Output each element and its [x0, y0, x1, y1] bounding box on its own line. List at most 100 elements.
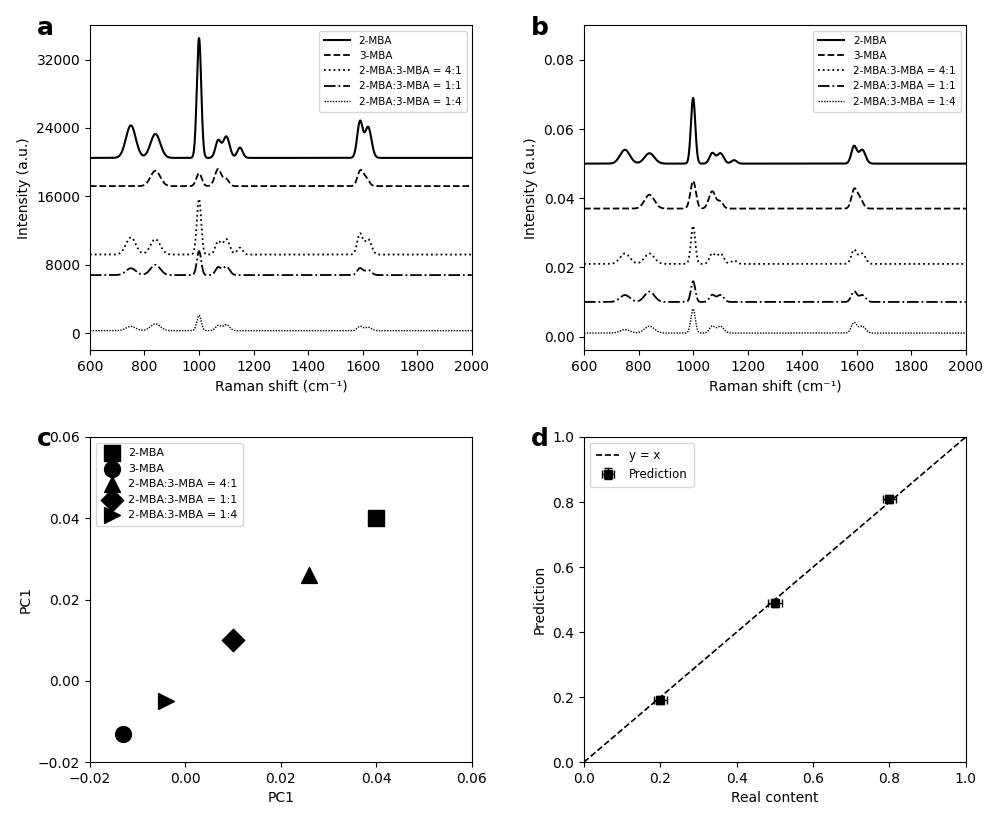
2-MBA:3-MBA = 1:1: [960, 297, 972, 307]
Text: b: b: [531, 16, 548, 39]
3-MBA: [212, 164, 224, 174]
2-MBA:3-MBA = 1:4: [230, 326, 242, 335]
2-MBA:3-MBA = 1:4: [417, 326, 429, 335]
y = x: [578, 757, 590, 767]
2-MBA:3-MBA = 4:1: [417, 250, 429, 260]
Legend: y = x, Prediction: y = x, Prediction: [590, 443, 694, 487]
3-MBA: [741, 204, 753, 214]
2-MBA:3-MBA = 1:1: [911, 297, 923, 307]
2-MBA:3-MBA = 4:1: [644, 249, 656, 259]
2-MBA:3-MBA = 4:1: [301, 569, 317, 582]
2-MBA:3-MBA = 1:1: [742, 297, 754, 307]
2-MBA:3-MBA = 4:1: [911, 259, 923, 269]
2-MBA:3-MBA = 1:1: [466, 270, 478, 280]
3-MBA: [911, 204, 923, 214]
2-MBA:3-MBA = 1:4: [743, 328, 755, 338]
2-MBA: [417, 153, 429, 163]
X-axis label: PC1: PC1: [267, 792, 294, 806]
Y-axis label: Prediction: Prediction: [533, 565, 547, 634]
y = x: [941, 449, 953, 459]
2-MBA:3-MBA = 1:4: [741, 328, 753, 338]
2-MBA:3-MBA = 1:1: [687, 276, 699, 286]
2-MBA:3-MBA = 4:1: [751, 259, 763, 269]
Line: y = x: y = x: [584, 437, 966, 762]
2-MBA:3-MBA = 1:1: [230, 270, 242, 280]
2-MBA:3-MBA = 4:1: [953, 259, 965, 269]
y = x: [929, 459, 941, 469]
y = x: [960, 432, 972, 442]
3-MBA: [578, 204, 590, 214]
Text: c: c: [36, 427, 51, 451]
y = x: [667, 681, 679, 691]
2-MBA:3-MBA = 1:1: [193, 247, 205, 256]
2-MBA:3-MBA = 1:1: [150, 260, 162, 270]
2-MBA:3-MBA = 1:4: [84, 326, 96, 335]
Legend: 2-MBA, 3-MBA, 2-MBA:3-MBA = 4:1, 2-MBA:3-MBA = 1:1, 2-MBA:3-MBA = 1:4: 2-MBA, 3-MBA, 2-MBA:3-MBA = 4:1, 2-MBA:3…: [813, 30, 961, 112]
y = x: [806, 563, 818, 573]
2-MBA:3-MBA = 1:4: [687, 304, 699, 314]
2-MBA:3-MBA = 4:1: [466, 250, 478, 260]
2-MBA:3-MBA = 1:4: [622, 326, 634, 335]
2-MBA:3-MBA = 4:1: [960, 259, 972, 269]
2-MBA: [193, 33, 205, 43]
3-MBA: [644, 190, 656, 200]
3-MBA: [417, 181, 429, 191]
2-MBA: [687, 93, 699, 103]
2-MBA: [368, 511, 384, 524]
y = x: [651, 695, 663, 704]
Text: d: d: [531, 427, 548, 451]
Y-axis label: Intensity (a.u.): Intensity (a.u.): [524, 137, 538, 238]
2-MBA: [257, 153, 269, 163]
3-MBA: [150, 166, 162, 176]
3-MBA: [458, 181, 470, 191]
2-MBA:3-MBA = 1:4: [725, 328, 737, 338]
3-MBA: [115, 727, 131, 740]
Y-axis label: PC1: PC1: [18, 586, 32, 613]
2-MBA: [960, 159, 972, 169]
Line: 2-MBA:3-MBA = 1:1: 2-MBA:3-MBA = 1:1: [90, 252, 472, 275]
2-MBA:3-MBA = 1:4: [911, 328, 923, 338]
Legend: 2-MBA, 3-MBA, 2-MBA:3-MBA = 4:1, 2-MBA:3-MBA = 1:1, 2-MBA:3-MBA = 1:4: 2-MBA, 3-MBA, 2-MBA:3-MBA = 4:1, 2-MBA:3…: [319, 30, 467, 112]
2-MBA:3-MBA = 1:4: [158, 695, 174, 708]
Text: a: a: [36, 16, 53, 39]
2-MBA: [741, 159, 753, 169]
2-MBA:3-MBA = 1:1: [622, 291, 634, 301]
y = x: [775, 589, 787, 599]
2-MBA:3-MBA = 1:1: [644, 287, 656, 297]
3-MBA: [725, 204, 737, 214]
2-MBA: [578, 159, 590, 169]
2-MBA:3-MBA = 1:1: [84, 270, 96, 280]
2-MBA:3-MBA = 1:1: [248, 270, 260, 280]
X-axis label: Raman shift (cm⁻¹): Raman shift (cm⁻¹): [215, 380, 347, 394]
2-MBA: [459, 153, 471, 163]
2-MBA:3-MBA = 4:1: [127, 235, 139, 245]
3-MBA: [960, 204, 972, 214]
2-MBA:3-MBA = 4:1: [230, 247, 242, 256]
2-MBA: [150, 129, 162, 139]
2-MBA: [911, 159, 923, 169]
2-MBA:3-MBA = 1:4: [127, 322, 139, 332]
2-MBA:3-MBA = 1:1: [127, 264, 139, 274]
2-MBA: [84, 153, 96, 163]
2-MBA:3-MBA = 4:1: [622, 250, 634, 260]
3-MBA: [84, 181, 96, 191]
Legend: 2-MBA, 3-MBA, 2-MBA:3-MBA = 4:1, 2-MBA:3-MBA = 1:1, 2-MBA:3-MBA = 1:4: 2-MBA, 3-MBA, 2-MBA:3-MBA = 4:1, 2-MBA:3…: [96, 442, 243, 526]
2-MBA: [622, 146, 634, 156]
2-MBA:3-MBA = 1:1: [578, 297, 590, 307]
2-MBA:3-MBA = 1:1: [725, 297, 737, 307]
3-MBA: [687, 176, 699, 186]
2-MBA:3-MBA = 1:1: [247, 270, 259, 280]
2-MBA: [247, 153, 259, 163]
2-MBA:3-MBA = 1:4: [247, 326, 259, 335]
Line: 2-MBA:3-MBA = 4:1: 2-MBA:3-MBA = 4:1: [584, 226, 966, 264]
2-MBA: [725, 157, 737, 167]
2-MBA:3-MBA = 1:4: [249, 326, 261, 335]
2-MBA:3-MBA = 1:4: [960, 328, 972, 338]
2-MBA:3-MBA = 4:1: [578, 259, 590, 269]
2-MBA:3-MBA = 4:1: [459, 250, 471, 260]
3-MBA: [466, 181, 478, 191]
2-MBA:3-MBA = 1:4: [459, 326, 471, 335]
X-axis label: Raman shift (cm⁻¹): Raman shift (cm⁻¹): [709, 380, 841, 394]
3-MBA: [952, 204, 964, 214]
3-MBA: [127, 181, 139, 191]
